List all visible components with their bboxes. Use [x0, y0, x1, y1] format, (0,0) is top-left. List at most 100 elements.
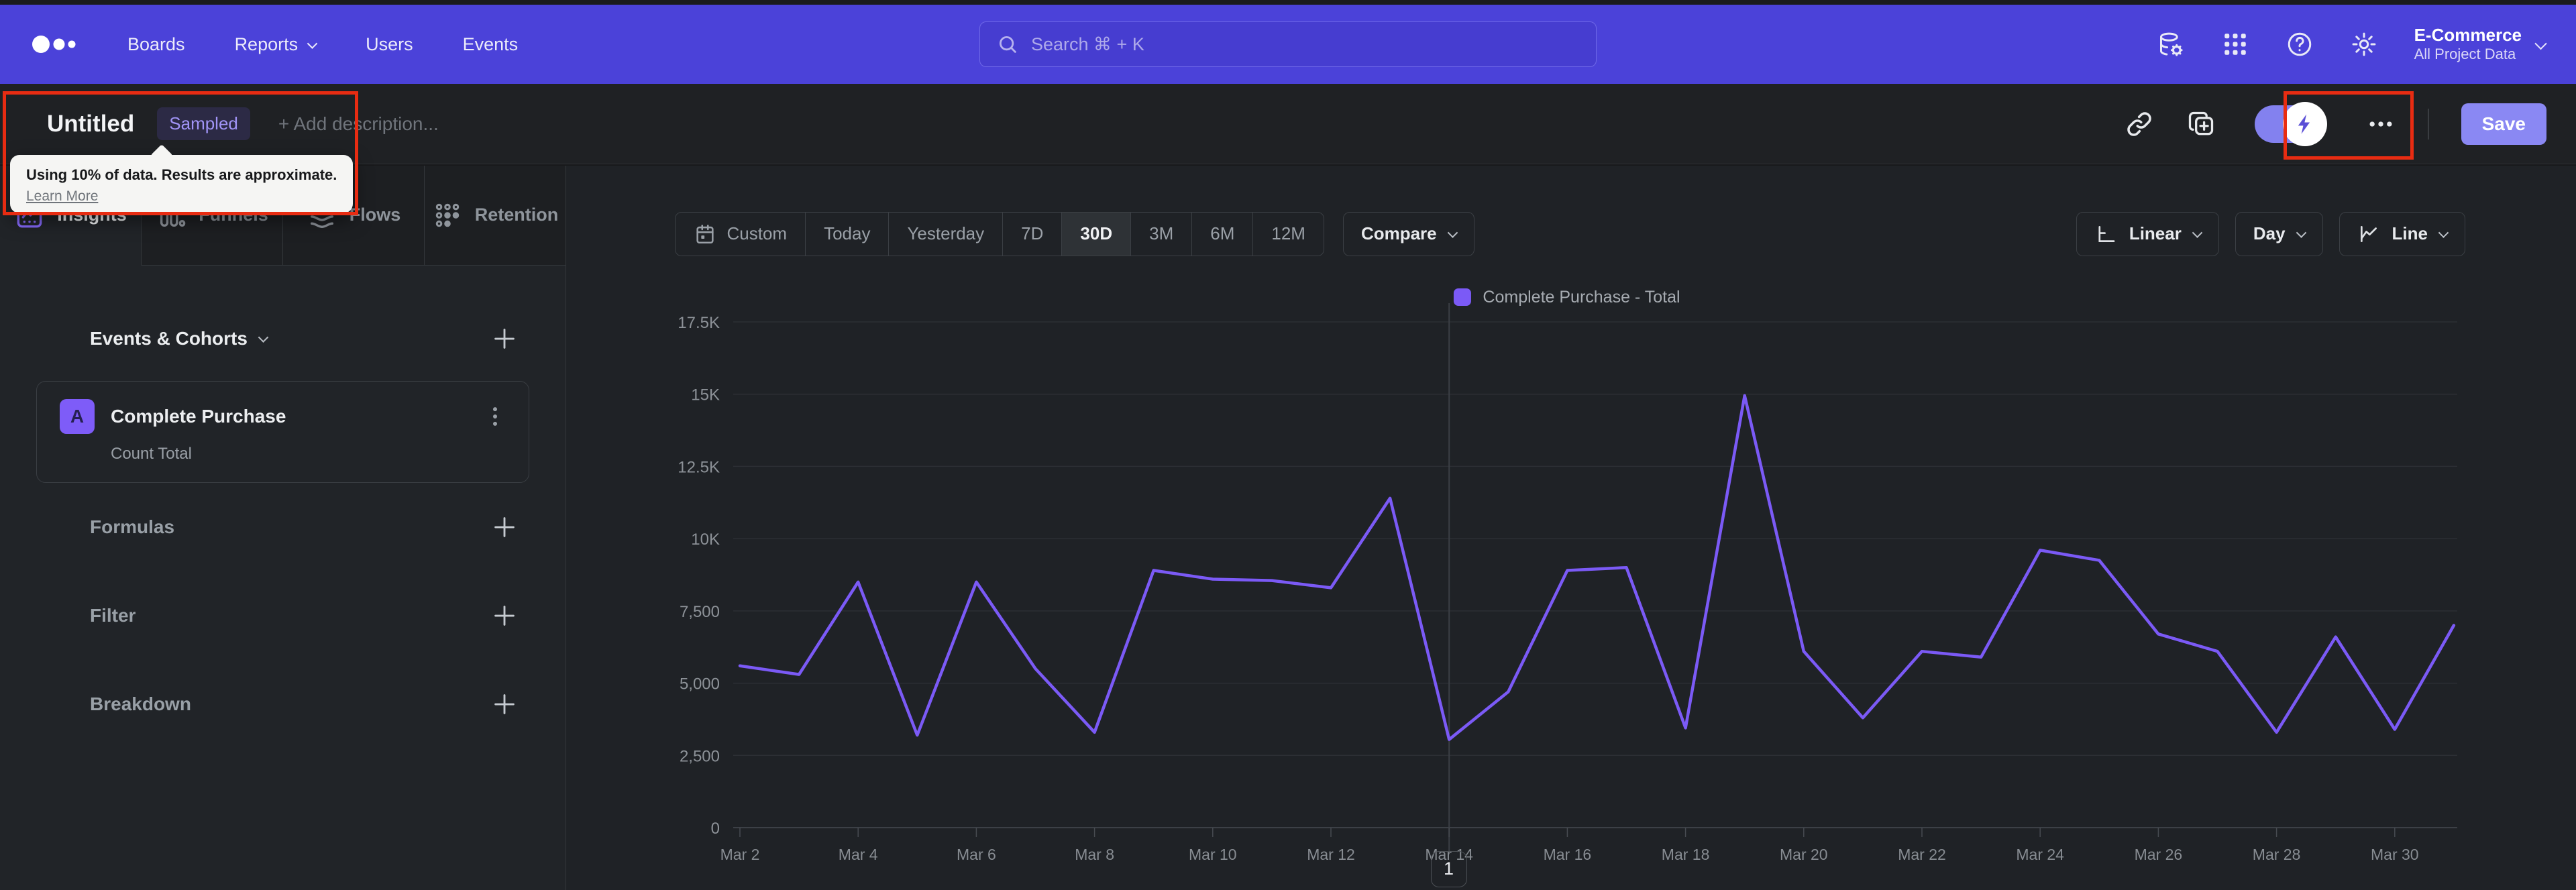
legend-label: Complete Purchase - Total	[1483, 287, 1680, 307]
range-3m[interactable]: 3M	[1131, 212, 1193, 256]
search-icon	[996, 33, 1019, 56]
range-label: 12M	[1271, 223, 1305, 243]
range-label: 7D	[1021, 223, 1044, 243]
more-options-icon[interactable]	[2366, 109, 2396, 139]
y-tick-label: 15K	[691, 386, 720, 404]
x-tick-label: Mar 30	[2371, 846, 2419, 863]
legend-item[interactable]: Complete Purchase - Total	[1453, 288, 1680, 307]
scale-dropdown[interactable]: Linear	[2076, 211, 2219, 256]
data-management-icon[interactable]	[2157, 30, 2185, 58]
range-label: 30D	[1080, 223, 1113, 243]
chevron-down-icon	[258, 332, 269, 343]
series-line[interactable]	[738, 394, 2455, 741]
apps-grid-icon[interactable]	[2221, 30, 2249, 58]
mixpanel-logo[interactable]	[31, 30, 85, 58]
range-label: Today	[824, 223, 871, 243]
range-7d[interactable]: 7D	[1003, 212, 1063, 256]
save-button[interactable]: Save	[2461, 103, 2546, 145]
nav-item-users[interactable]: Users	[366, 34, 413, 55]
range-label: 3M	[1149, 223, 1174, 243]
y-tick-label: 5,000	[679, 675, 719, 693]
pagination-page-1[interactable]: 1	[1430, 850, 1467, 887]
range-30d[interactable]: 30D	[1062, 212, 1132, 256]
section-label: Formulas	[90, 516, 175, 537]
nav-item-boards[interactable]: Boards	[127, 34, 185, 55]
x-tick-label: Mar 2	[720, 846, 759, 863]
range-12m[interactable]: 12M	[1253, 213, 1324, 256]
sampling-toggle[interactable]	[2255, 101, 2328, 146]
interval-dropdown[interactable]: Day	[2235, 211, 2323, 256]
add-description[interactable]: + Add description...	[278, 113, 439, 134]
range-6m[interactable]: 6M	[1192, 212, 1254, 256]
copy-link-icon[interactable]	[2125, 109, 2154, 139]
help-icon[interactable]	[2286, 30, 2314, 58]
events-cohorts-label[interactable]: Events & Cohorts	[90, 327, 248, 349]
project-selector[interactable]: E-Commerce All Project Data	[2414, 25, 2547, 63]
y-tick-label: 17.5K	[678, 314, 720, 332]
search-placeholder: Search ⌘ + K	[1031, 34, 1144, 54]
nav-menu: Boards Reports Users Events	[127, 34, 518, 55]
chart-controls: Custom Today Yesterday 7D 30D 3M 6M 12M Compare…	[674, 211, 2465, 256]
event-name[interactable]: Complete Purchase	[111, 405, 286, 427]
x-tick-label: Mar 10	[1189, 846, 1237, 863]
project-scope: All Project Data	[2414, 46, 2516, 63]
event-letter-badge: A	[60, 398, 95, 434]
chart-panel: Custom Today Yesterday 7D 30D 3M 6M 12M Compare…	[567, 165, 2576, 890]
learn-more-link[interactable]: Learn More	[26, 188, 99, 204]
range-label: Yesterday	[907, 223, 985, 243]
section-label: Filter	[90, 604, 136, 626]
x-tick-label: Mar 12	[1307, 846, 1355, 863]
chart-type-label: Line	[2392, 223, 2428, 243]
search-input[interactable]: Search ⌘ + K	[979, 21, 1597, 67]
range-today[interactable]: Today	[806, 212, 890, 256]
report-header: Untitled Sampled + Add description...	[0, 84, 2576, 164]
window-edge	[0, 0, 2576, 5]
display-controls: Linear Day Line	[2076, 211, 2465, 256]
settings-gear-icon[interactable]	[2350, 30, 2378, 58]
insights-line-chart: 0 2,500 5,000 7,500 10K 12.5K 15K 17.5K Mar 2 Mar…	[678, 302, 2457, 863]
event-card[interactable]: A Complete Purchase Count Total	[36, 380, 529, 483]
chart-type-dropdown[interactable]: Line	[2339, 211, 2465, 256]
chevron-down-icon	[307, 38, 318, 49]
lightning-bolt-icon	[2298, 113, 2310, 134]
page-body: Insights Funnels Flows Retention Events & C…	[0, 165, 2576, 890]
nav-item-label: Users	[366, 34, 413, 54]
sampled-badge[interactable]: Sampled	[157, 107, 250, 140]
compare-button[interactable]: Compare	[1342, 211, 1474, 256]
report-actions: Save	[2125, 101, 2546, 146]
line-chart-icon	[2357, 223, 2380, 245]
tooltip-text: Using 10% of data. Results are approxima…	[26, 166, 337, 183]
x-tick-label: Mar 28	[2252, 846, 2300, 863]
nav-item-label: Boards	[127, 34, 185, 54]
event-metric[interactable]: Count Total	[111, 444, 192, 463]
section-label: Breakdown	[90, 693, 191, 714]
add-event-button[interactable]	[489, 323, 520, 354]
interval-label: Day	[2253, 223, 2286, 243]
top-nav: Boards Reports Users Events Search ⌘ + K	[0, 5, 2576, 84]
add-filter-button[interactable]	[489, 600, 520, 631]
logo-dots-icon	[32, 36, 76, 53]
project-name: E-Commerce	[2414, 25, 2522, 46]
range-yesterday[interactable]: Yesterday	[889, 212, 1004, 256]
nav-item-reports[interactable]: Reports	[235, 34, 318, 55]
tab-retention[interactable]: Retention	[425, 165, 566, 266]
sidebar-body: Events & Cohorts A Complete Purchase	[0, 323, 566, 748]
report-title[interactable]: Untitled	[47, 110, 135, 137]
toggle-knob	[2283, 101, 2328, 146]
x-tick-label: Mar 16	[1543, 846, 1591, 863]
retention-icon	[432, 200, 463, 231]
legend-swatch	[1453, 288, 1471, 306]
tab-label: Flows	[349, 205, 401, 225]
x-tick-label: Mar 6	[957, 846, 996, 863]
copy-to-board-icon[interactable]	[2186, 109, 2216, 139]
calendar-icon	[694, 223, 716, 245]
range-custom[interactable]: Custom	[676, 212, 806, 256]
add-breakdown-button[interactable]	[489, 689, 520, 720]
y-tick-label: 0	[710, 820, 719, 838]
y-tick-label: 7,500	[679, 602, 719, 620]
nav-item-events[interactable]: Events	[463, 34, 519, 55]
add-formulas-button[interactable]	[489, 512, 520, 543]
y-tick-label: 10K	[691, 531, 720, 549]
section-breakdown: Breakdown	[36, 660, 520, 748]
event-more-icon[interactable]	[482, 403, 508, 430]
